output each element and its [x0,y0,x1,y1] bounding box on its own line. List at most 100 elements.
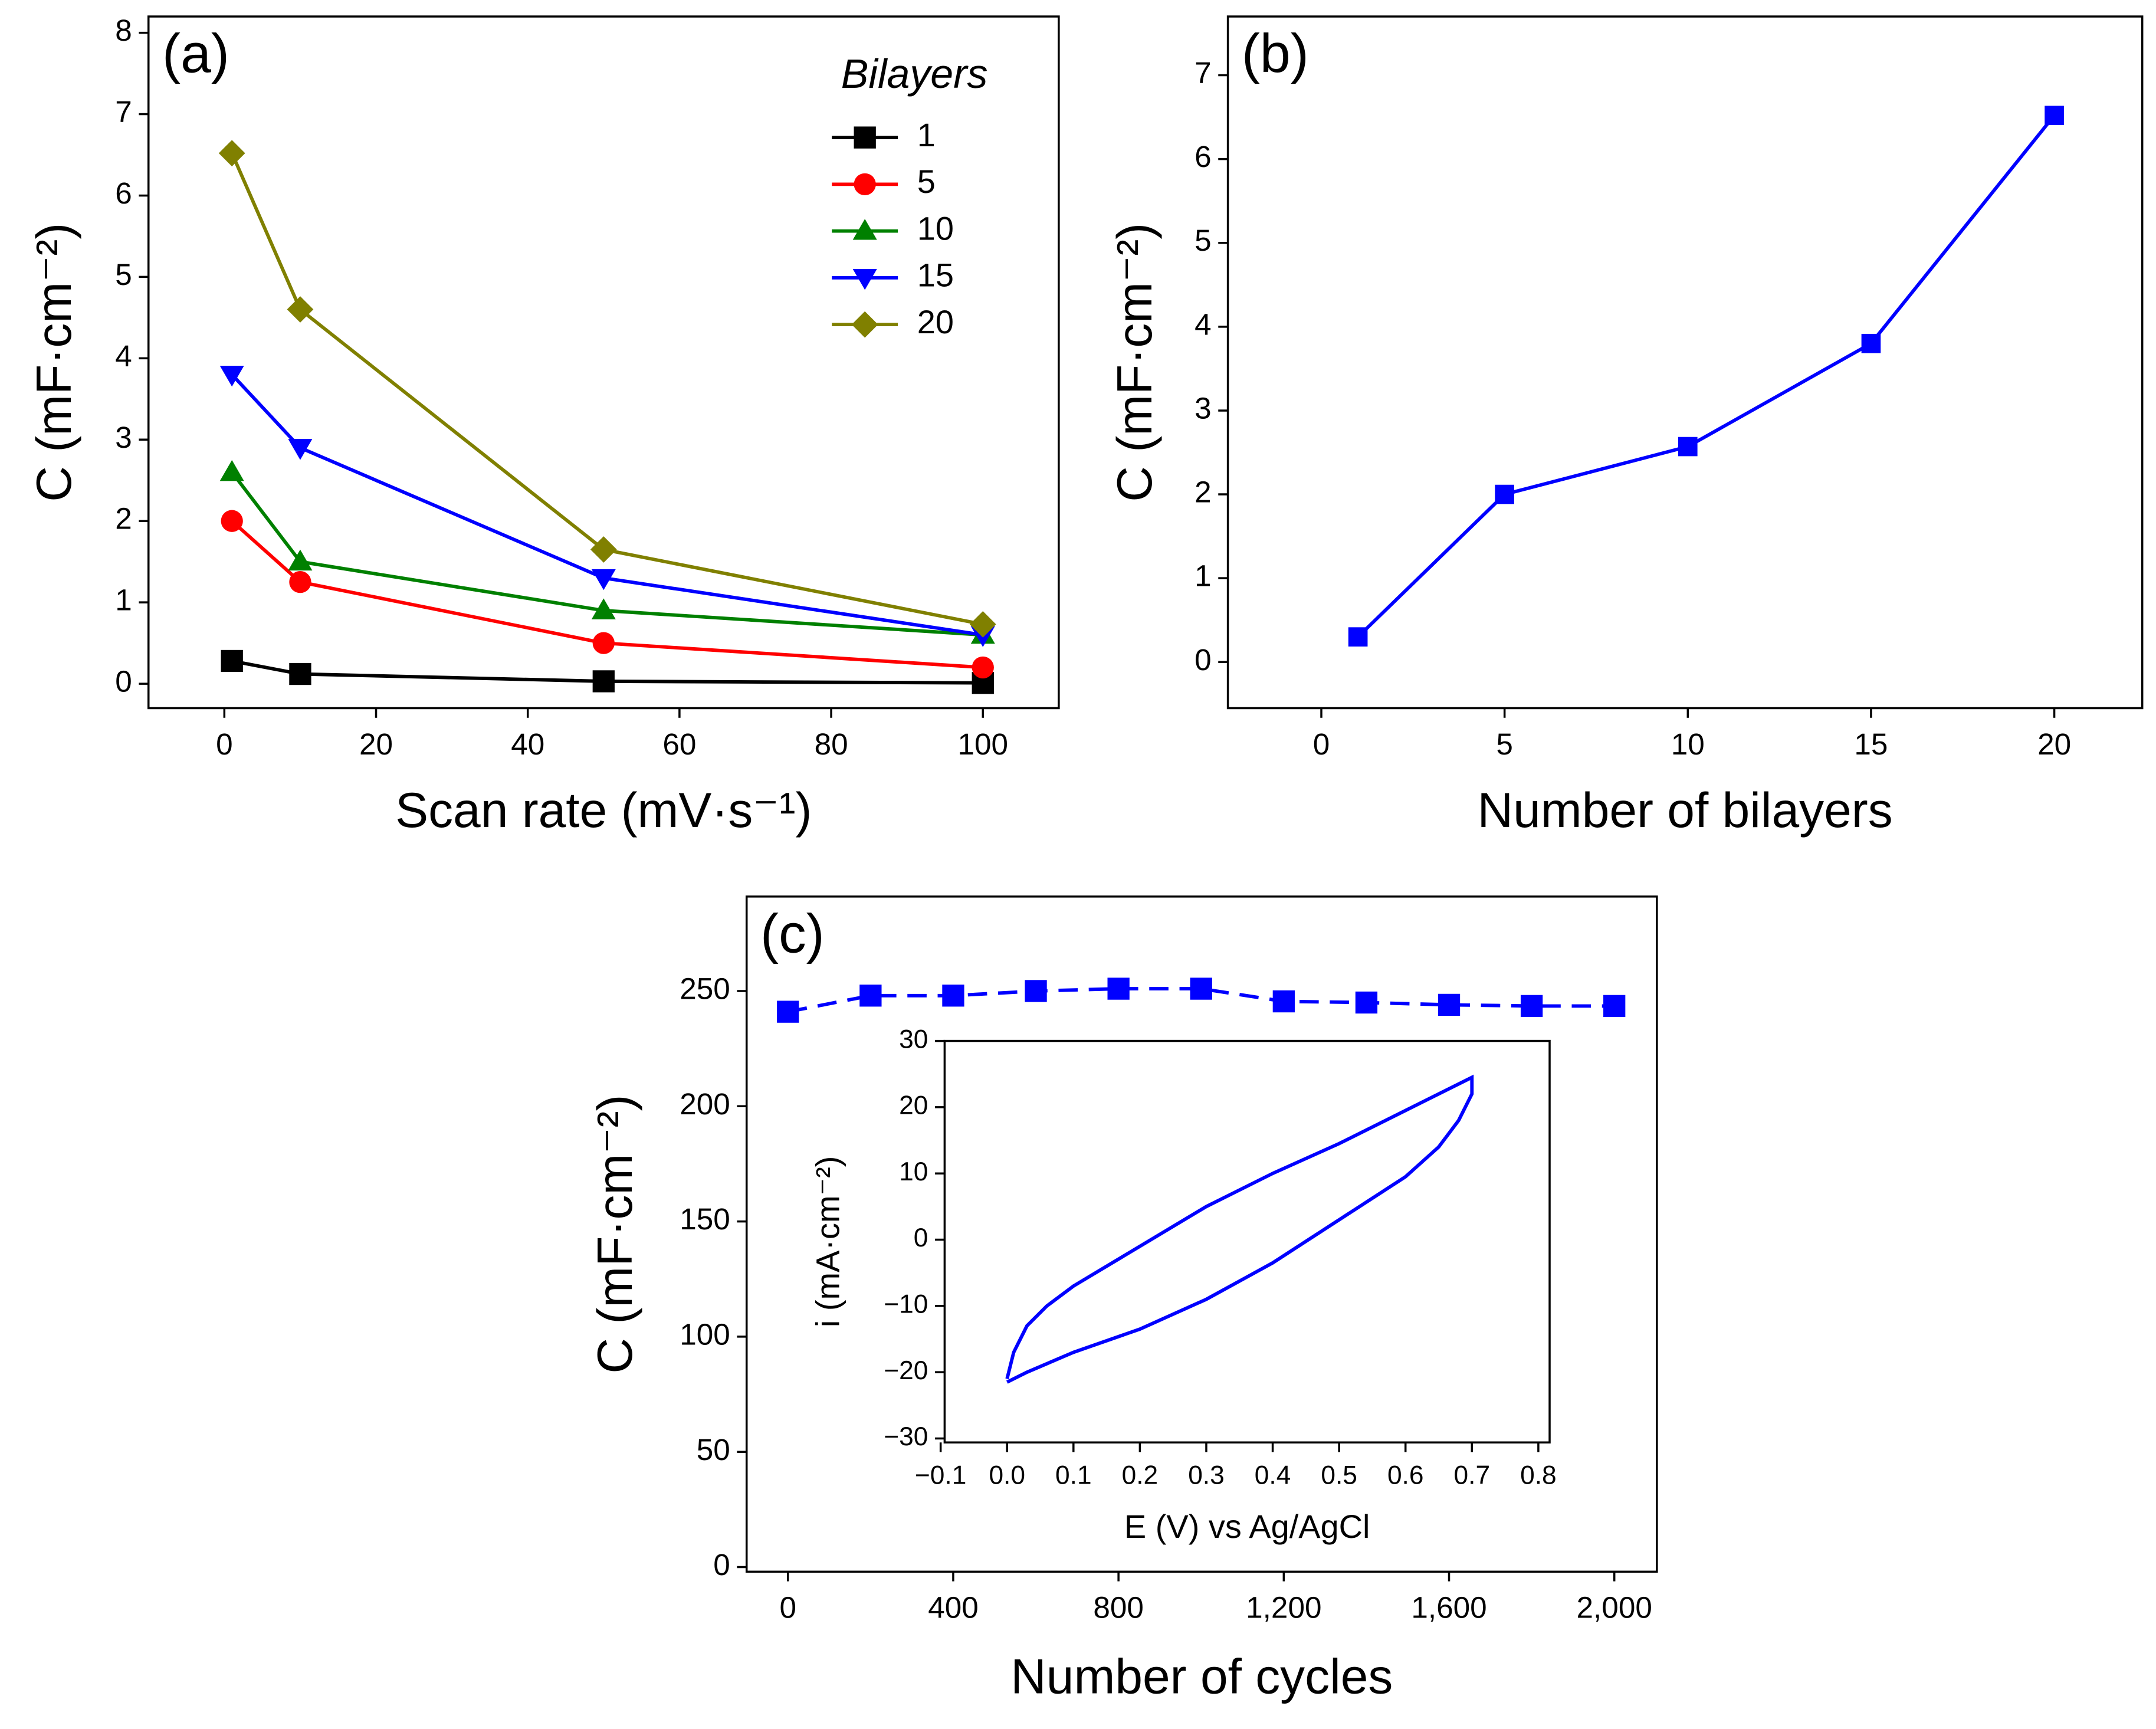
x-tick-label: 400 [928,1591,979,1625]
marker [221,510,243,532]
series-line [787,987,1614,1013]
y-tick-label: 50 [697,1433,730,1466]
y-tick-label: 10 [899,1157,928,1186]
marker [1107,977,1130,1000]
y-tick-label: −30 [884,1422,928,1451]
x-tick-label: 80 [815,727,848,761]
y-tick-label: 4 [115,339,132,373]
y-tick-label: 0 [914,1223,928,1252]
x-tick-label: −0.1 [915,1461,966,1490]
marker [218,140,245,167]
y-tick-label: −20 [884,1356,928,1385]
marker [2045,106,2064,125]
x-tick-label: 10 [1671,727,1705,761]
series-line [1005,1074,1474,1384]
y-tick-label: 6 [115,176,132,210]
y-tick-label: 4 [1195,307,1212,341]
marker [852,268,877,290]
panel-label: (b) [1242,23,1309,84]
y-tick-label: 7 [115,95,132,129]
x-tick-label: 800 [1093,1591,1144,1625]
y-tick-label: 1 [115,583,132,617]
x-tick-label: 0 [1313,727,1330,761]
marker [1272,990,1295,1013]
marker [221,649,243,672]
y-axis-label: C (mF·cm⁻²) [26,223,81,502]
marker [289,571,311,593]
marker [852,219,877,240]
y-tick-label: 0 [115,665,132,698]
marker [591,598,616,619]
marker [942,985,964,1007]
marker [1495,484,1514,504]
legend-label: 1 [917,116,936,153]
marker [1438,993,1461,1016]
legend-title: Bilayers [841,51,988,97]
marker [1678,437,1698,457]
x-tick-label: 60 [662,727,696,761]
y-tick-label: 8 [115,14,132,47]
marker [1520,995,1543,1018]
x-tick-label: 0.2 [1122,1461,1159,1490]
marker [219,460,244,481]
y-tick-label: 2 [1195,475,1212,509]
marker [1348,627,1368,647]
x-tick-label: 1,200 [1246,1591,1321,1625]
x-axis-label: Number of cycles [1010,1649,1393,1704]
marker [854,173,876,196]
marker [592,670,615,693]
series-line [231,520,983,670]
marker [1861,333,1881,353]
x-tick-label: 0.7 [1454,1461,1491,1490]
x-tick-label: 2,000 [1577,1591,1652,1625]
y-tick-label: 0 [713,1548,730,1582]
y-tick-label: 100 [680,1317,730,1351]
marker [219,365,244,387]
marker [288,439,313,460]
y-tick-label: 3 [115,421,132,454]
x-tick-label: 0.3 [1188,1461,1225,1490]
legend-label: 5 [917,163,936,200]
marker [859,985,882,1007]
marker [854,126,876,149]
marker [1190,977,1212,1000]
y-tick-label: 150 [680,1202,730,1236]
series-line [231,373,983,637]
marker [287,296,314,323]
legend-label: 20 [917,303,954,340]
marker [1603,995,1626,1018]
y-tick-label: 30 [899,1025,928,1054]
marker [590,536,617,563]
y-tick-label: −10 [884,1290,928,1319]
marker [289,662,311,685]
y-tick-label: 6 [1195,140,1212,173]
y-tick-label: 200 [680,1087,730,1121]
panel-label: (a) [162,23,229,84]
y-tick-label: 3 [1195,391,1212,425]
x-tick-label: 0.8 [1520,1461,1557,1490]
marker [288,549,313,571]
x-axis-label: E (V) vs Ag/AgCl [1124,1508,1370,1545]
x-tick-label: 0.5 [1321,1461,1357,1490]
x-tick-label: 1,600 [1411,1591,1486,1625]
marker [1355,991,1378,1014]
x-tick-label: 0 [216,727,233,761]
x-tick-label: 15 [1854,727,1888,761]
x-axis-label: Number of bilayers [1478,782,1893,838]
x-tick-label: 0.0 [989,1461,1025,1490]
marker [972,656,994,679]
x-tick-label: 0.1 [1055,1461,1092,1490]
marker [777,1000,799,1023]
series-line [230,152,983,626]
series-line [230,471,983,637]
marker [592,632,615,654]
y-tick-label: 2 [115,502,132,536]
x-tick-label: 20 [2037,727,2071,761]
panel-label: (c) [760,903,825,964]
y-tick-label: 1 [1195,559,1212,593]
y-tick-label: 5 [115,258,132,291]
y-tick-label: 5 [1195,224,1212,257]
y-tick-label: 7 [1195,56,1212,90]
plot-frame [1226,15,2144,710]
